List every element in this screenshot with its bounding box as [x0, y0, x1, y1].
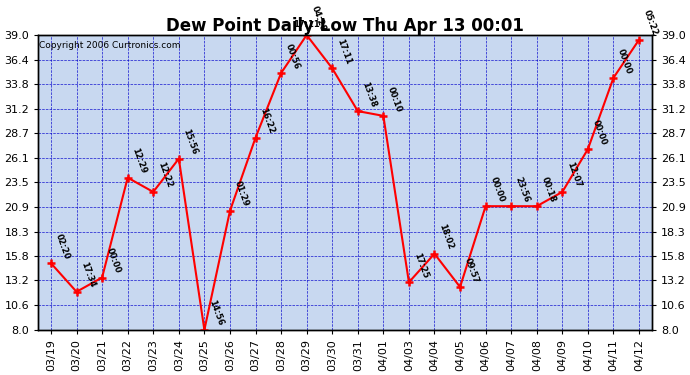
Text: 12:07: 12:07	[565, 161, 582, 189]
Text: 00:10: 00:10	[386, 85, 404, 113]
Text: 17:25: 17:25	[412, 251, 429, 279]
Text: 17:11: 17:11	[293, 21, 320, 30]
Text: 00:00: 00:00	[591, 118, 608, 146]
Text: 01:29: 01:29	[233, 180, 250, 208]
Text: 00:00: 00:00	[105, 247, 122, 275]
Text: 17:11: 17:11	[335, 38, 353, 66]
Text: Copyright 2006 Curtronics.com: Copyright 2006 Curtronics.com	[39, 41, 180, 50]
Text: 02:20: 02:20	[54, 232, 71, 261]
Text: 17:34: 17:34	[79, 261, 97, 289]
Text: 15:56: 15:56	[181, 128, 199, 156]
Text: 16:22: 16:22	[258, 106, 276, 135]
Text: 23:56: 23:56	[514, 175, 531, 203]
Text: 00:00: 00:00	[616, 47, 633, 75]
Text: 00:56: 00:56	[284, 42, 302, 70]
Title: Dew Point Daily Low Thu Apr 13 00:01: Dew Point Daily Low Thu Apr 13 00:01	[166, 17, 524, 35]
Text: 05:22: 05:22	[642, 9, 660, 37]
Text: 09:57: 09:57	[463, 256, 480, 284]
Text: 12:22: 12:22	[156, 161, 174, 189]
Text: 04:28: 04:28	[309, 4, 327, 32]
Text: 18:02: 18:02	[437, 223, 455, 251]
Text: 14:56: 14:56	[207, 299, 225, 327]
Text: 13:38: 13:38	[361, 80, 378, 108]
Text: 00:18: 00:18	[540, 176, 557, 203]
Text: 00:00: 00:00	[489, 176, 506, 203]
Text: 12:29: 12:29	[130, 147, 148, 175]
